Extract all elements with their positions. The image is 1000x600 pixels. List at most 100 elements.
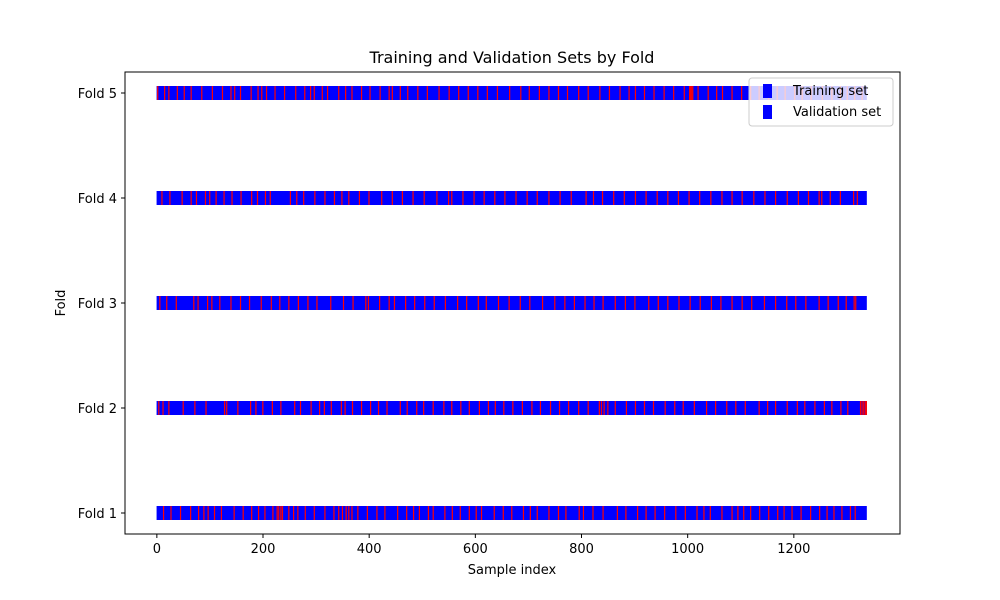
validation-mark — [619, 86, 621, 100]
validation-mark — [634, 86, 637, 100]
validation-mark — [255, 401, 257, 415]
validation-mark — [330, 296, 332, 310]
validation-mark — [468, 401, 470, 415]
validation-mark — [289, 191, 292, 205]
x-tick-label: 200 — [251, 542, 276, 557]
validation-mark — [853, 296, 855, 310]
validation-mark — [169, 191, 171, 205]
validation-mark — [625, 506, 627, 520]
validation-mark — [257, 86, 259, 100]
validation-mark — [406, 506, 408, 520]
validation-mark — [652, 401, 655, 415]
x-tick-label: 0 — [153, 542, 161, 557]
validation-mark — [654, 506, 656, 520]
validation-mark — [366, 506, 368, 520]
validation-mark — [791, 506, 793, 520]
validation-mark — [683, 86, 685, 100]
validation-mark — [774, 191, 777, 205]
validation-mark — [405, 296, 407, 310]
validation-mark — [391, 191, 393, 205]
validation-mark — [487, 401, 490, 415]
validation-mark — [379, 86, 381, 100]
validation-mark — [203, 506, 205, 520]
validation-mark — [460, 401, 462, 415]
validation-mark — [219, 296, 221, 310]
validation-mark — [423, 401, 425, 415]
validation-mark — [509, 86, 511, 100]
validation-mark — [377, 401, 380, 415]
validation-mark — [269, 191, 271, 205]
validation-mark — [508, 296, 510, 310]
x-tick-label: 600 — [463, 542, 488, 557]
validation-mark — [369, 86, 371, 100]
validation-mark — [741, 86, 743, 100]
validation-mark — [360, 86, 363, 100]
validation-mark — [818, 296, 820, 310]
validation-mark — [204, 191, 207, 205]
validation-mark — [726, 401, 728, 415]
validation-mark — [863, 401, 865, 415]
validation-mark — [280, 401, 282, 415]
validation-mark — [166, 296, 168, 310]
validation-mark — [818, 191, 820, 205]
validation-mark — [674, 401, 676, 415]
validation-mark — [220, 506, 223, 520]
validation-mark — [496, 86, 499, 100]
validation-mark — [412, 191, 414, 205]
legend-box — [748, 77, 894, 127]
validation-mark — [800, 506, 802, 520]
validation-mark — [313, 506, 315, 520]
validation-mark — [230, 296, 232, 310]
validation-mark — [602, 296, 604, 310]
validation-mark — [432, 401, 434, 415]
validation-mark — [599, 86, 601, 100]
validation-mark — [365, 296, 367, 310]
validation-mark — [168, 401, 170, 415]
validation-mark — [344, 401, 346, 415]
validation-mark — [182, 401, 184, 415]
validation-mark — [194, 401, 196, 415]
validation-mark — [786, 401, 788, 415]
validation-mark — [309, 86, 312, 100]
validation-mark — [213, 506, 216, 520]
validation-mark — [468, 506, 470, 520]
validation-mark — [314, 191, 316, 205]
validation-mark — [207, 506, 209, 520]
fold-row-1 — [156, 506, 867, 520]
validation-mark — [558, 401, 561, 415]
validation-mark — [607, 401, 609, 415]
validation-mark — [401, 191, 404, 205]
validation-mark — [391, 86, 393, 100]
validation-mark — [321, 86, 323, 100]
validation-mark — [810, 506, 812, 520]
validation-mark — [319, 401, 321, 415]
validation-mark — [399, 401, 401, 415]
validation-mark — [276, 506, 278, 520]
validation-mark — [168, 86, 170, 100]
validation-mark — [417, 86, 419, 100]
validation-mark — [529, 506, 531, 520]
validation-mark — [426, 86, 428, 100]
validation-mark — [522, 506, 525, 520]
validation-mark — [341, 191, 343, 205]
legend-swatch-validation — [763, 105, 772, 119]
validation-mark — [342, 296, 345, 310]
validation-mark — [636, 506, 639, 520]
validation-mark — [853, 191, 855, 205]
validation-mark — [845, 296, 847, 310]
validation-mark — [230, 86, 232, 100]
validation-mark — [847, 401, 849, 415]
validation-mark — [205, 401, 207, 415]
validation-mark — [520, 86, 522, 100]
validation-mark — [424, 296, 426, 310]
validation-mark — [536, 506, 538, 520]
validation-mark — [250, 86, 252, 100]
validation-mark — [197, 296, 199, 310]
validation-mark — [856, 191, 858, 205]
validation-mark — [634, 191, 637, 205]
validation-mark — [616, 506, 619, 520]
validation-mark — [826, 506, 828, 520]
validation-mark — [559, 191, 561, 205]
validation-mark — [181, 191, 183, 205]
validation-mark — [239, 86, 242, 100]
